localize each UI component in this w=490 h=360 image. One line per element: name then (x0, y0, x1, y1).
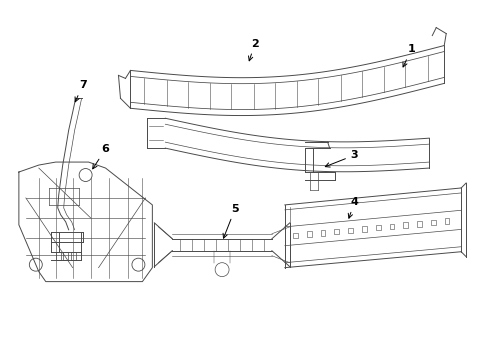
Bar (320, 230, 325, 235)
Text: 3: 3 (325, 150, 358, 167)
Bar (307, 231, 312, 237)
Bar (431, 220, 436, 225)
Bar (376, 225, 381, 230)
Text: 6: 6 (93, 144, 109, 169)
Bar (390, 224, 394, 229)
Bar (444, 219, 449, 224)
Bar (293, 233, 298, 238)
Bar (403, 222, 408, 228)
Bar (362, 226, 367, 232)
Text: 1: 1 (403, 45, 415, 67)
Bar (334, 229, 339, 234)
Text: 2: 2 (248, 39, 259, 61)
Text: 4: 4 (348, 197, 359, 218)
Text: 5: 5 (223, 204, 239, 238)
Bar (417, 221, 422, 226)
Bar (348, 228, 353, 233)
Text: 7: 7 (75, 80, 87, 102)
